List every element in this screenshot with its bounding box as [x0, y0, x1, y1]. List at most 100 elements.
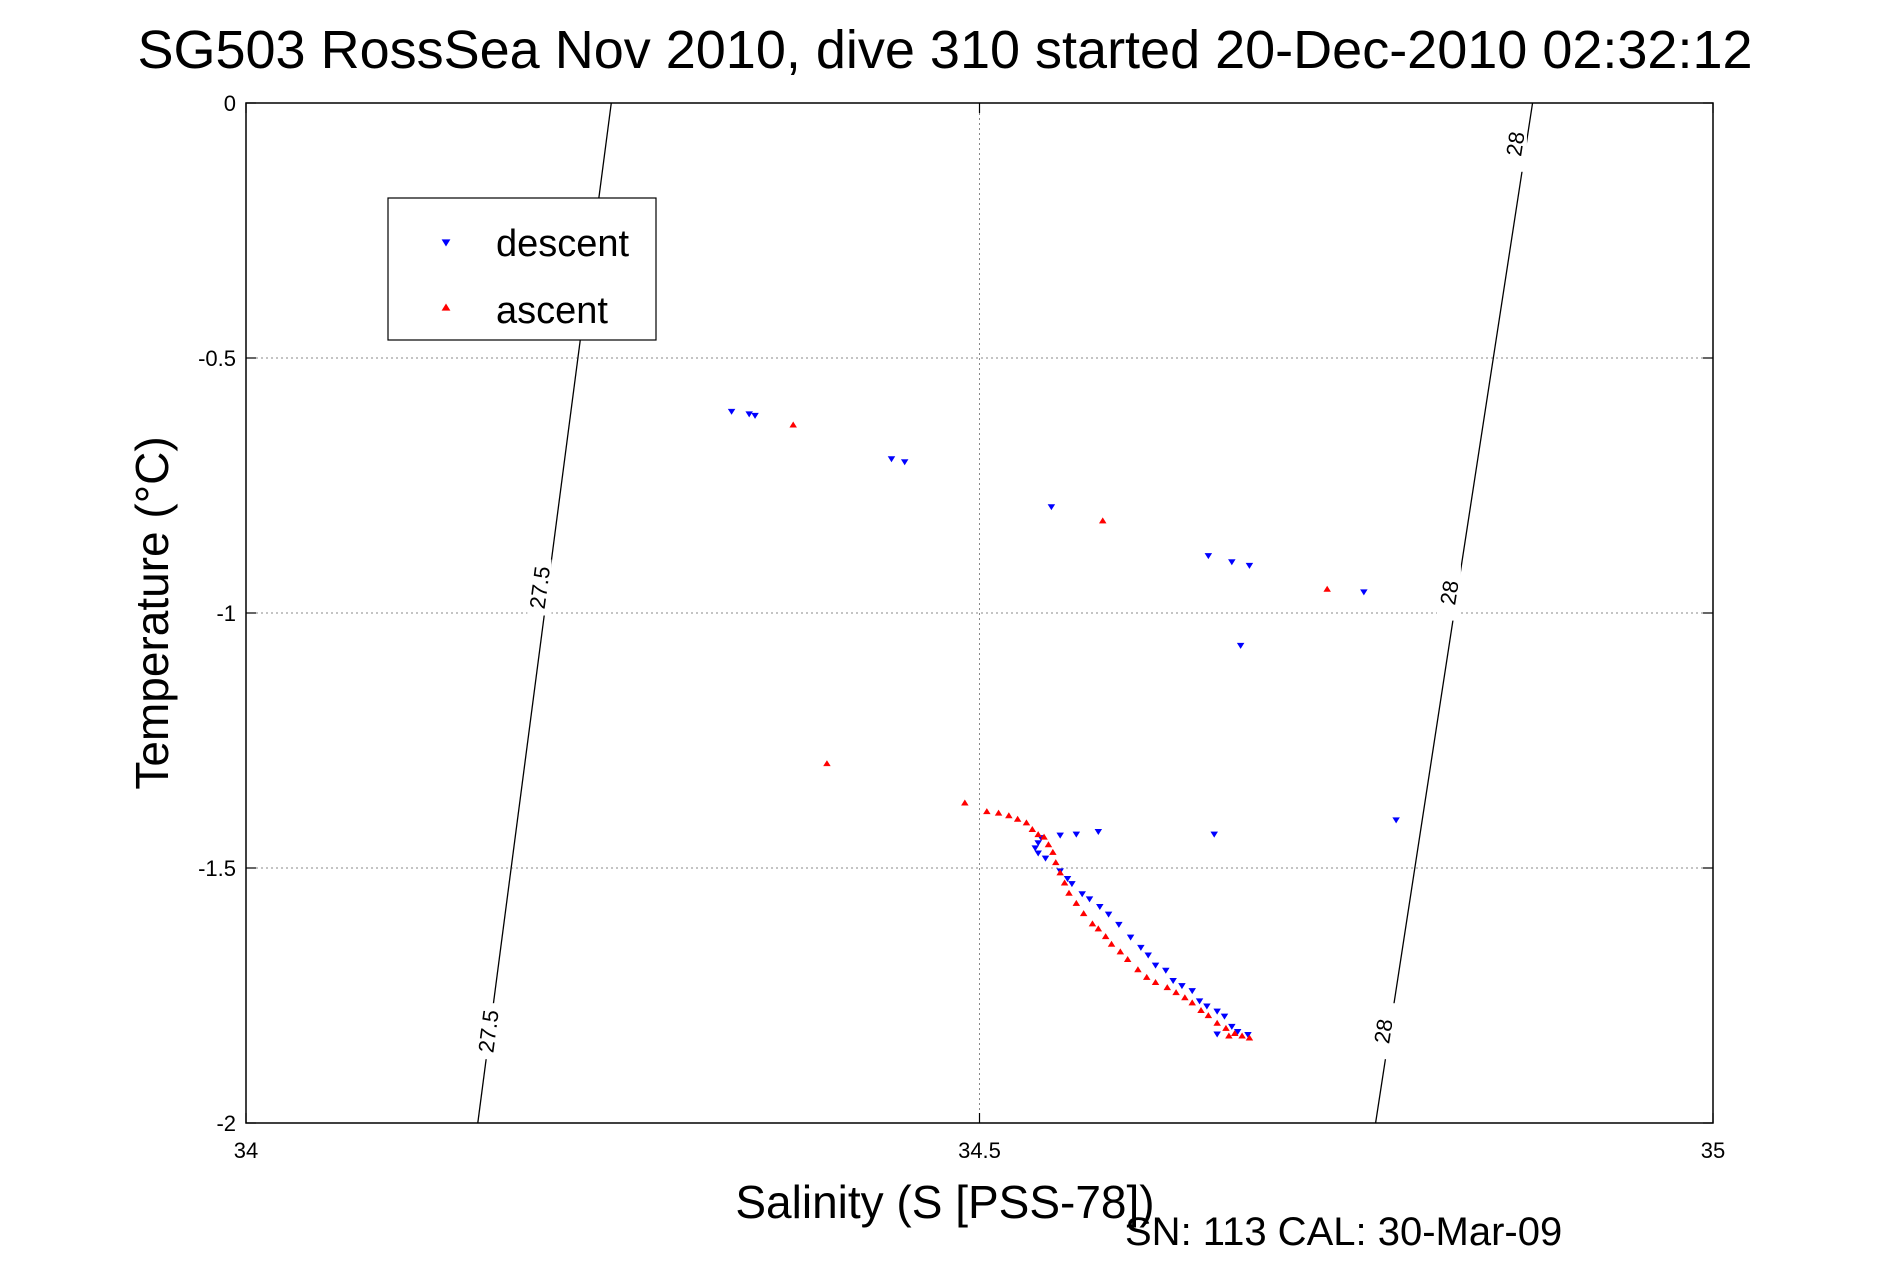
descent-point: [1085, 896, 1094, 903]
ascent-point: [1231, 1029, 1239, 1036]
contour-label: 28: [1369, 1017, 1397, 1045]
contour-label-bg: [1502, 115, 1527, 172]
ascent-point: [1188, 999, 1196, 1006]
descent-point: [1178, 983, 1186, 990]
ascent-point: [1049, 848, 1057, 855]
axis-ticks: 34 34.5 35 0 -0.5 -1 -1.5 -2: [198, 91, 1725, 1163]
descent-point: [1144, 952, 1152, 959]
x-tick-label: 34.5: [958, 1138, 1001, 1163]
series-descent: [727, 408, 1400, 1039]
contour-label-bg: [527, 559, 552, 616]
ascent-point: [1163, 984, 1172, 991]
descent-point: [1195, 998, 1204, 1005]
descent-point: [745, 411, 753, 418]
ascent-point: [1088, 920, 1097, 927]
ascent-point: [1028, 825, 1037, 832]
legend-label-ascent: ascent: [496, 290, 608, 332]
descent-point: [1213, 1031, 1221, 1038]
ascent-point: [1056, 869, 1064, 876]
y-tick-label: -1.5: [198, 856, 236, 881]
descent-point: [1245, 562, 1254, 569]
ascent-point: [1022, 819, 1031, 826]
descent-point: [1210, 831, 1218, 838]
contour-label-bg: [1436, 564, 1461, 621]
descent-point: [1236, 642, 1245, 649]
ascent-point: [1005, 812, 1013, 819]
descent-point: [900, 459, 909, 466]
ascent-point: [994, 809, 1003, 816]
ascent-point: [1116, 948, 1125, 955]
x-axis-label: Salinity (S [PSS-78]): [735, 1176, 1154, 1228]
descent-point: [1204, 553, 1213, 560]
ascent-point: [1052, 859, 1060, 866]
ascent-point: [1213, 1019, 1221, 1026]
ascent-point: [1034, 831, 1042, 838]
ascent-point: [1079, 910, 1088, 917]
ascent-point: [1101, 933, 1110, 940]
descent-point: [1034, 840, 1042, 847]
ascent-point: [1323, 585, 1331, 592]
ascent-point: [1238, 1032, 1246, 1039]
data-points: [727, 408, 1400, 1041]
legend-label-descent: descent: [496, 223, 630, 265]
descent-point: [1151, 962, 1160, 969]
descent-point: [1047, 504, 1056, 511]
descent-point: [1228, 559, 1236, 566]
ascent-point: [1072, 899, 1081, 906]
legend-box: [387, 197, 657, 341]
descent-point: [1094, 829, 1103, 836]
y-tick-label: -2: [216, 1111, 236, 1136]
ascent-point: [1151, 978, 1160, 985]
ascent-point: [823, 760, 831, 767]
contour-label-bg: [476, 1003, 501, 1060]
descent-point: [1078, 891, 1086, 898]
ascent-point: [1013, 815, 1022, 822]
ascent-point: [789, 421, 797, 428]
ascent-point: [1098, 517, 1107, 524]
series-ascent: [789, 421, 1331, 1041]
ascent-point: [1107, 940, 1116, 947]
ascent-point: [961, 799, 969, 806]
descent-point: [1137, 944, 1145, 951]
descent-point: [1056, 832, 1064, 839]
descent-point: [1115, 921, 1123, 928]
descent-point: [1169, 977, 1177, 984]
ascent-point: [1060, 879, 1069, 886]
descent-point: [1228, 1023, 1236, 1030]
contour-label: 27.5: [473, 1008, 503, 1054]
descent-point: [1034, 850, 1042, 857]
y-tick-label: 0: [224, 91, 236, 116]
descent-point: [1392, 817, 1400, 824]
descent-point: [1213, 1008, 1221, 1015]
descent-point: [1220, 1013, 1229, 1020]
descent-point: [751, 412, 759, 419]
footer-calibration: SN: 113 CAL: 30-Mar-09: [1125, 1210, 1562, 1254]
ascent-point: [1065, 889, 1073, 896]
x-tick-label: 34: [234, 1138, 258, 1163]
ascent-point: [983, 808, 991, 815]
ascent-point: [1225, 1032, 1233, 1039]
legend-marker-ascent: [441, 303, 451, 311]
ascent-point: [1094, 925, 1103, 932]
ascent-point: [1181, 994, 1189, 1001]
contour-label: 27.5: [525, 565, 555, 611]
y-tick-label: -0.5: [198, 346, 236, 371]
descent-point: [1188, 988, 1196, 995]
contour-label-bg: [1370, 1003, 1395, 1060]
descent-point: [1233, 1028, 1242, 1035]
descent-point: [1063, 875, 1072, 882]
descent-point: [1126, 934, 1135, 941]
descent-point: [1162, 967, 1170, 974]
descent-point: [1096, 904, 1104, 911]
ascent-point: [1245, 1034, 1254, 1041]
ascent-point: [1204, 1012, 1213, 1019]
ascent-point: [1044, 841, 1053, 848]
y-axis-label: Temperature (°C): [126, 436, 178, 789]
ascent-point: [1123, 956, 1132, 963]
x-tick-label: 35: [1701, 1138, 1725, 1163]
contour-label: 28: [1435, 579, 1463, 607]
descent-point: [887, 456, 896, 463]
chart-title: SG503 RossSea Nov 2010, dive 310 started…: [137, 20, 1752, 80]
descent-point: [1072, 831, 1081, 838]
